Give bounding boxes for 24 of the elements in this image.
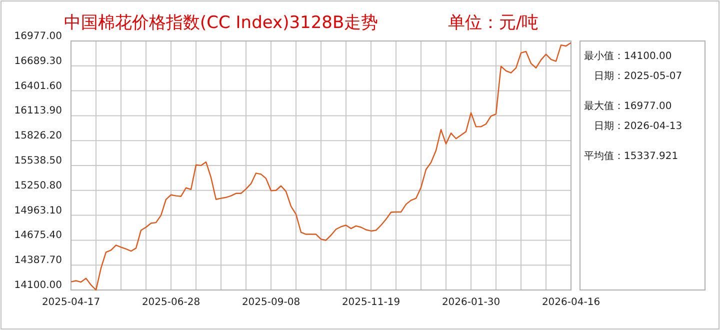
text: 平均值：15337.921 [584, 150, 678, 162]
y-tick-label: 14963.10 [14, 205, 62, 216]
chart-title: 中国棉花价格指数(CC Index)3128B走势 [64, 13, 378, 33]
x-tick-label: 2025-11-19 [342, 297, 400, 308]
x-tick-label: 2026-01-30 [442, 297, 500, 308]
text: 最小值：14100.00 [584, 50, 672, 62]
chart-subtitle: 单位：元/吨 [448, 13, 539, 33]
y-tick-label: 16113.90 [14, 106, 62, 117]
y-tick-label: 15538.50 [14, 156, 62, 166]
y-tick-label: 16977.00 [14, 31, 62, 42]
y-tick-label: 15826.20 [14, 130, 62, 142]
x-tick-label: 2025-04-17 [42, 297, 100, 308]
y-tick-label: 15250.80 [14, 180, 62, 192]
text: 最大值：16977.00 [584, 100, 672, 112]
x-tick-label: 2025-06-28 [142, 297, 200, 308]
text: 日期：2026-04-13 [594, 120, 682, 132]
y-tick-label: 16401.60 [14, 80, 62, 92]
y-tick-label: 14675.40 [14, 230, 62, 242]
x-tick-label: 2026-04-16 [542, 297, 600, 308]
y-tick-label: 14100.00 [14, 280, 62, 291]
x-tick-label: 2025-09-08 [242, 297, 300, 308]
y-tick-label: 14387.70 [14, 255, 62, 266]
text: 日期：2025-05-07 [594, 70, 682, 82]
y-tick-label: 16689.30 [14, 56, 62, 67]
